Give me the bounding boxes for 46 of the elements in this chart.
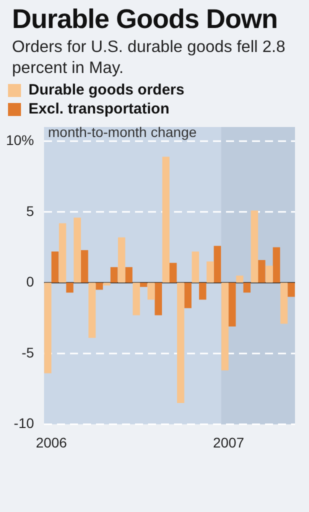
legend-label: Excl. transportation xyxy=(28,100,170,118)
bar xyxy=(288,282,295,297)
bar xyxy=(221,282,229,370)
bar xyxy=(280,282,288,324)
bar xyxy=(74,218,81,283)
x-tick-label: 2006 xyxy=(36,434,68,450)
bar xyxy=(228,282,236,327)
bar xyxy=(170,262,177,283)
bar xyxy=(66,282,74,293)
bar xyxy=(110,267,118,283)
y-axis-title: month-to-month change xyxy=(48,124,197,140)
bar xyxy=(103,282,110,286)
chart-subtitle: Orders for U.S. durable goods fell 2.8 percent in May. xyxy=(12,37,286,79)
bar xyxy=(140,282,148,287)
bar xyxy=(118,237,126,283)
bar xyxy=(206,261,214,283)
bar xyxy=(272,247,280,283)
bar xyxy=(266,266,273,283)
y-tick-label: -5 xyxy=(22,344,34,360)
y-tick-label: 10% xyxy=(6,132,34,148)
bar xyxy=(51,252,59,283)
y-tick-label: 5 xyxy=(26,202,34,219)
y-tick-label: -10 xyxy=(14,415,34,432)
bar xyxy=(214,246,222,283)
bar xyxy=(58,223,66,283)
bar xyxy=(250,210,258,283)
bar xyxy=(243,282,251,293)
bar xyxy=(125,267,132,283)
bar xyxy=(192,252,200,283)
bar xyxy=(199,282,206,300)
bar xyxy=(258,260,266,283)
bar xyxy=(148,282,155,300)
bar xyxy=(184,282,192,308)
chart-title: Durable Goods Down xyxy=(12,4,279,35)
bar xyxy=(154,282,162,316)
bar xyxy=(80,250,88,283)
bar xyxy=(132,282,140,316)
legend-label: Durable goods orders xyxy=(28,82,184,99)
bar xyxy=(236,276,244,283)
bar xyxy=(44,282,52,374)
bar xyxy=(162,156,170,283)
bar xyxy=(177,282,184,403)
y-tick-label: 0 xyxy=(26,274,34,290)
bar xyxy=(96,282,103,290)
bar xyxy=(88,282,96,338)
x-tick-label: 2007 xyxy=(212,434,244,450)
